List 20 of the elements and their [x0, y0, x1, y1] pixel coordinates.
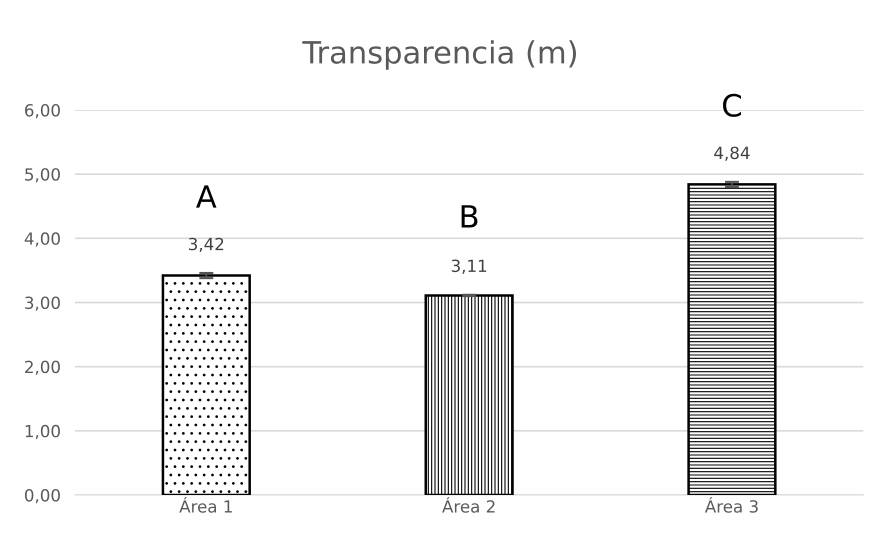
y-tick-label: 2,00 [25, 360, 60, 375]
x-tick-label: Área 1 [179, 497, 232, 513]
chart-title: Transparencia (m) [302, 40, 576, 70]
bar [424, 294, 514, 495]
x-tick-label: Área 3 [704, 497, 758, 513]
data-label: 4,84 [714, 146, 750, 161]
bar [687, 183, 777, 495]
annotation: C [723, 94, 741, 117]
y-tick-label: 3,00 [25, 296, 60, 311]
y-tick-label: 1,00 [26, 424, 60, 440]
data-label: 3,11 [452, 260, 486, 274]
annotation: A [196, 185, 216, 208]
y-tick-label: 0,00 [24, 488, 60, 504]
y-tick-label: 4,00 [24, 232, 60, 247]
y-tick-label: 6,00 [25, 104, 60, 118]
bar [162, 274, 251, 495]
annotation: B [462, 205, 478, 228]
y-tick-label: 5,00 [25, 168, 60, 182]
data-label: 3,42 [189, 238, 224, 252]
x-tick-label: Área 2 [442, 497, 495, 513]
